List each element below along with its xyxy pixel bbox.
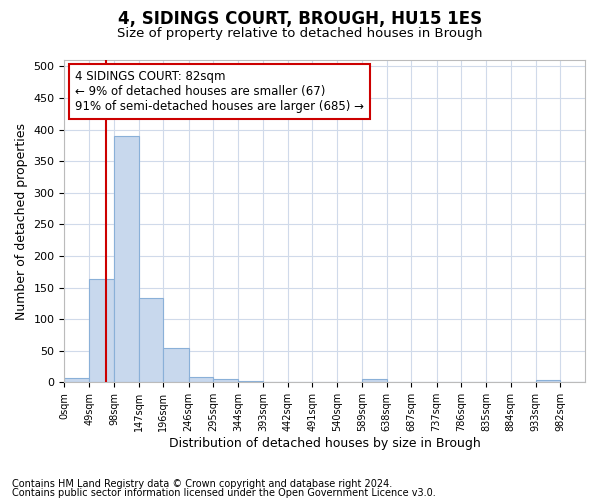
X-axis label: Distribution of detached houses by size in Brough: Distribution of detached houses by size … [169,437,481,450]
Text: Contains HM Land Registry data © Crown copyright and database right 2024.: Contains HM Land Registry data © Crown c… [12,479,392,489]
Bar [536,380,560,382]
Bar [163,348,188,382]
Text: 4, SIDINGS COURT, BROUGH, HU15 1ES: 4, SIDINGS COURT, BROUGH, HU15 1ES [118,10,482,28]
Text: Contains public sector information licensed under the Open Government Licence v3: Contains public sector information licen… [12,488,436,498]
Text: Size of property relative to detached houses in Brough: Size of property relative to detached ho… [117,28,483,40]
Bar [238,381,263,382]
Text: 4 SIDINGS COURT: 82sqm
← 9% of detached houses are smaller (67)
91% of semi-deta: 4 SIDINGS COURT: 82sqm ← 9% of detached … [75,70,364,112]
Y-axis label: Number of detached properties: Number of detached properties [15,122,28,320]
Bar [362,379,386,382]
Bar [214,378,238,382]
Bar [139,298,163,382]
Bar [188,378,214,382]
Bar [64,378,89,382]
Bar [114,136,139,382]
Bar [89,280,114,382]
